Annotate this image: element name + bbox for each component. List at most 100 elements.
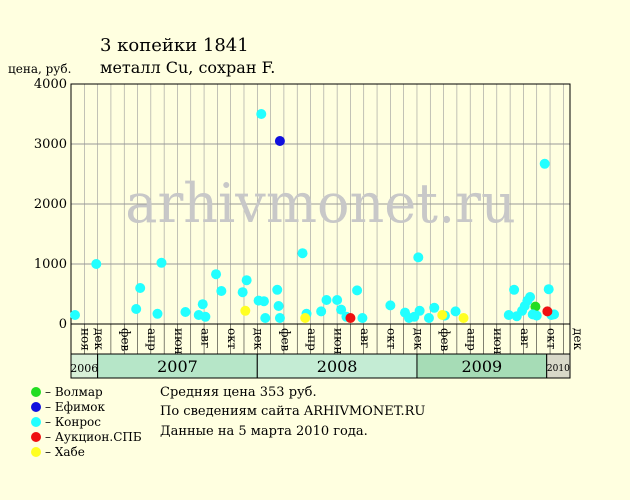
data-point <box>450 306 461 317</box>
data-point <box>274 313 285 323</box>
legend-marker <box>31 417 41 427</box>
data-point <box>503 310 514 320</box>
y-tick-label: 4000 <box>34 77 67 92</box>
data-point <box>260 313 271 323</box>
data-point <box>273 301 284 311</box>
year-band <box>97 353 258 379</box>
year-band <box>416 353 548 379</box>
y-tick-label: 2000 <box>34 197 67 212</box>
data-point <box>321 295 332 305</box>
data-point <box>69 310 80 320</box>
data-point <box>543 284 554 295</box>
y-tick-label: 0 <box>59 317 67 332</box>
year-label: 2007 <box>157 357 198 376</box>
year-band <box>256 353 418 379</box>
data-point <box>316 306 327 317</box>
year-label: 2009 <box>461 357 502 376</box>
month-label: авг <box>198 328 212 348</box>
data-point <box>336 304 347 315</box>
chart-title: 3 копейки 1841 <box>100 35 249 56</box>
legend-label: – Ефимок <box>45 400 106 414</box>
month-label: апр <box>305 328 319 351</box>
date-text: Данные на 5 марта 2010 года. <box>160 424 368 439</box>
data-point <box>237 287 248 298</box>
legend-label: – Волмар <box>45 385 103 399</box>
data-point <box>241 275 252 286</box>
data-point <box>258 296 269 307</box>
month-label: фев <box>119 328 133 351</box>
data-point <box>530 301 541 312</box>
month-label: апр <box>465 328 479 351</box>
month-label: дек <box>411 328 425 350</box>
data-point <box>274 136 285 146</box>
average-price-text: Средняя цена 353 руб. <box>160 385 317 400</box>
data-point <box>256 109 267 119</box>
data-point <box>531 310 542 321</box>
legend-label: – Аукцион.СПБ <box>45 430 142 444</box>
month-label: дек <box>92 328 106 350</box>
legend-label: – Хабе <box>45 445 85 459</box>
watermark: arhivmonet.ru <box>125 172 515 235</box>
data-point <box>437 310 448 320</box>
legend: – Волмар– Ефимок– Конрос– Аукцион.СПБ– Х… <box>31 385 142 459</box>
month-label: дек <box>571 328 585 350</box>
month-label: фев <box>278 328 292 351</box>
chart-subtitle: металл Cu, сохран F. <box>100 58 275 77</box>
data-point <box>332 295 343 305</box>
legend-marker <box>31 402 41 412</box>
month-label: дек <box>252 328 266 350</box>
data-point <box>297 248 308 259</box>
year-band <box>546 353 571 379</box>
data-point <box>345 313 356 323</box>
data-point <box>200 311 211 322</box>
data-point <box>135 283 146 293</box>
data-point <box>385 300 396 311</box>
legend-marker <box>31 432 41 442</box>
data-point <box>352 285 363 296</box>
data-point <box>300 313 311 323</box>
month-label: апр <box>145 328 159 351</box>
data-point <box>423 313 434 323</box>
data-point <box>152 308 163 319</box>
month-label: окт <box>544 328 558 350</box>
year-band <box>70 353 99 379</box>
data-point <box>509 284 520 295</box>
y-axis-label: цена, руб. <box>8 62 71 76</box>
data-point <box>458 313 469 323</box>
legend-marker <box>31 447 41 457</box>
year-label: 2008 <box>317 357 358 376</box>
data-point <box>211 269 222 280</box>
data-point <box>197 299 208 310</box>
data-point <box>357 313 368 323</box>
data-point <box>131 304 142 314</box>
data-point <box>156 257 167 268</box>
y-tick-label: 1000 <box>34 257 67 272</box>
month-label: июн <box>491 328 505 354</box>
month-label: окт <box>225 328 239 350</box>
data-point <box>91 259 102 269</box>
legend-marker <box>31 387 41 397</box>
data-point <box>272 284 283 295</box>
year-label: 2006 <box>70 362 98 375</box>
source-text: По сведениям сайта ARHIVMONET.RU <box>160 404 425 419</box>
data-point <box>413 252 424 263</box>
month-label: авг <box>358 328 372 348</box>
month-label: авг <box>518 328 532 348</box>
data-point <box>216 286 227 296</box>
data-point <box>414 305 425 316</box>
data-point <box>429 302 440 313</box>
year-label: 2010 <box>547 364 570 374</box>
y-tick-label: 3000 <box>34 137 67 152</box>
data-point <box>180 307 191 317</box>
month-label: июн <box>331 328 345 354</box>
month-label: фев <box>438 328 452 351</box>
data-point <box>539 158 550 169</box>
data-point <box>542 306 553 317</box>
legend-label: – Конрос <box>45 415 101 429</box>
month-label: ноя <box>79 328 93 351</box>
data-point <box>240 305 251 316</box>
month-label: июн <box>172 328 186 354</box>
month-label: окт <box>385 328 399 350</box>
